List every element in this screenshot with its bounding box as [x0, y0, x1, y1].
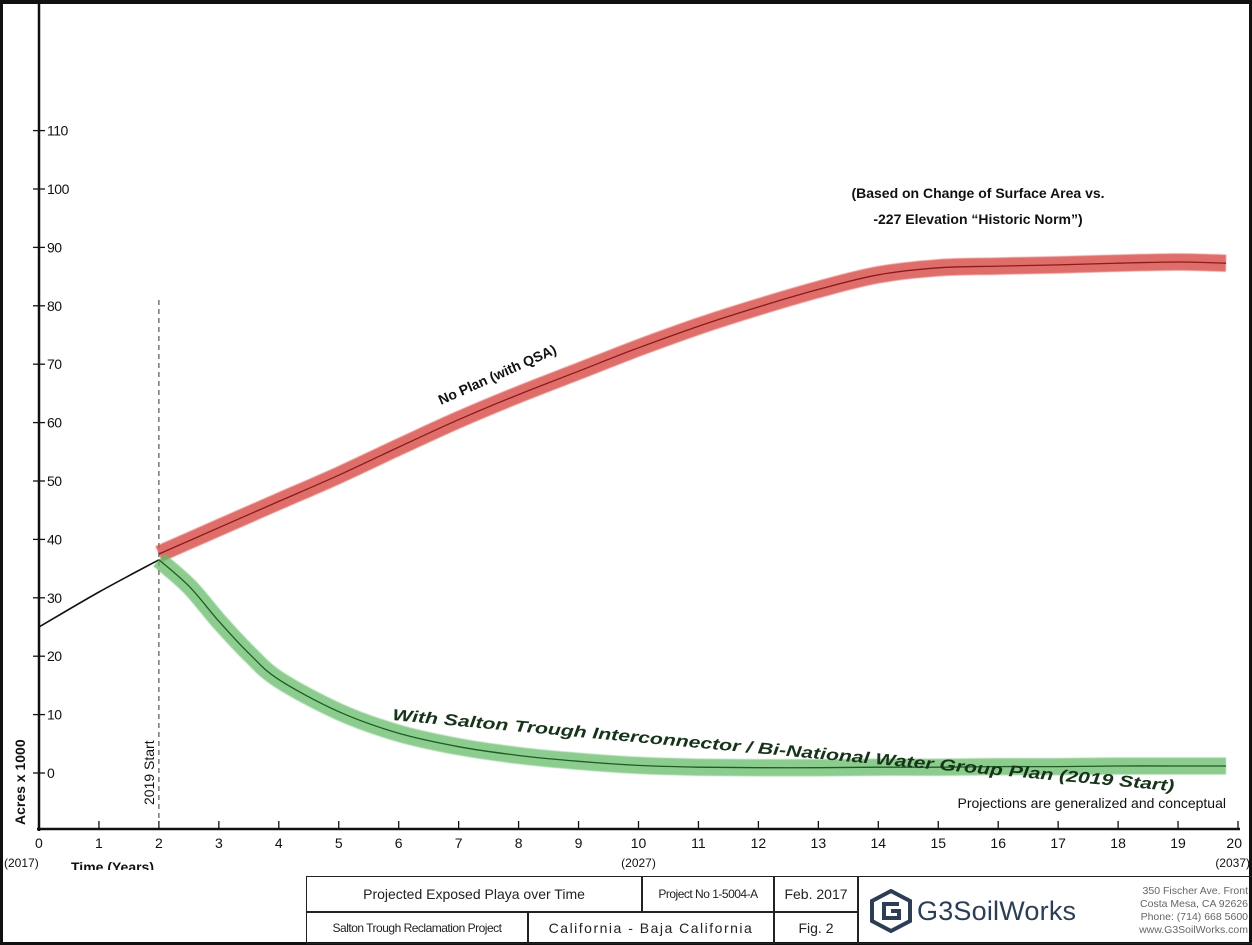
y-tick-label-40: 40 — [47, 531, 62, 547]
company-logo: G3SoilWorks — [869, 889, 1076, 933]
chart-title-line-2: -227 Elevation “Historic Norm”) — [873, 211, 1082, 227]
x-tick-label-3: 3 — [215, 835, 223, 851]
y-tick-label-0: 0 — [47, 765, 55, 781]
x-year-label: (2027) — [621, 856, 656, 870]
title-block-project-number: Project No 1-5004-A — [642, 876, 774, 912]
address-line-4: www.G3SoilWorks.com — [1139, 924, 1248, 936]
x-tick-label-4: 4 — [275, 835, 283, 851]
x-tick-label-12: 12 — [751, 835, 767, 851]
title-block-location: California - Baja California — [528, 912, 774, 944]
x-tick-label-6: 6 — [395, 835, 403, 851]
x-tick-label-11: 11 — [691, 835, 706, 851]
y-tick-label-20: 20 — [47, 648, 62, 664]
title-block-title: Projected Exposed Playa over Time — [306, 876, 642, 912]
x-year-label: (2037) — [1215, 856, 1250, 870]
annotation-projections: Projections are generalized and conceptu… — [957, 795, 1226, 811]
x-tick-label-5: 5 — [335, 835, 343, 851]
title-block-figure: Fig. 2 — [774, 912, 858, 944]
x-tick-label-8: 8 — [515, 835, 523, 851]
address-line-1: 350 Fischer Ave. Front — [1142, 885, 1248, 897]
x-tick-label-17: 17 — [1050, 835, 1066, 851]
y-tick-label-60: 60 — [47, 415, 62, 431]
y-tick-label-50: 50 — [47, 473, 62, 489]
y-axis-title: Acres x 1000 — [12, 739, 28, 825]
cube-logo-icon — [870, 889, 912, 933]
x-tick-label-16: 16 — [990, 835, 1006, 851]
series-line-with-plan — [158, 559, 1226, 769]
x-tick-label-18: 18 — [1110, 835, 1126, 851]
vline-label: 2019 Start — [141, 740, 157, 805]
x-year-label: (2017) — [4, 856, 39, 870]
x-tick-label-1: 1 — [95, 835, 103, 851]
company-name: G3SoilWorks — [917, 895, 1077, 926]
x-tick-label-9: 9 — [575, 835, 583, 851]
y-tick-label-90: 90 — [47, 239, 62, 255]
y-tick-label-100: 100 — [47, 181, 70, 197]
x-tick-label-15: 15 — [930, 835, 946, 851]
x-axis-title: Time (Years) — [71, 859, 154, 870]
x-tick-label-2: 2 — [155, 835, 163, 851]
x-tick-label-20: 20 — [1226, 835, 1242, 851]
y-tick-label-10: 10 — [47, 707, 62, 723]
title-block: Projected Exposed Playa over Time Projec… — [306, 873, 1252, 945]
series-line-baseline — [38, 559, 160, 628]
series-band-no-plan — [155, 253, 1227, 562]
series-line-no-plan — [158, 261, 1227, 555]
x-tick-label-7: 7 — [455, 835, 463, 851]
series-layer — [38, 253, 1227, 777]
title-block-logo-cell: G3SoilWorks 350 Fischer Ave. Front Costa… — [858, 876, 1252, 944]
y-tick-label-70: 70 — [47, 356, 62, 372]
address-line-3: Phone: (714) 668 5600 — [1140, 911, 1248, 923]
x-tick-label-14: 14 — [871, 835, 887, 851]
title-block-date: Feb. 2017 — [774, 876, 858, 912]
company-address: 350 Fischer Ave. Front Costa Mesa, CA 92… — [1139, 885, 1248, 937]
title-block-project-name: Salton Trough Reclamation Project — [306, 912, 528, 944]
y-tick-label-30: 30 — [47, 590, 62, 606]
address-line-2: Costa Mesa, CA 92626 — [1140, 898, 1248, 910]
chart-title-line-1: (Based on Change of Surface Area vs. — [851, 185, 1104, 201]
x-tick-label-19: 19 — [1170, 835, 1186, 851]
y-tick-label-110: 110 — [47, 123, 69, 139]
x-tick-label-0: 0 — [35, 835, 43, 851]
x-tick-label-13: 13 — [811, 835, 827, 851]
x-tick-label-10: 10 — [631, 835, 647, 851]
y-tick-label-80: 80 — [47, 298, 62, 314]
axes — [33, 4, 1240, 831]
